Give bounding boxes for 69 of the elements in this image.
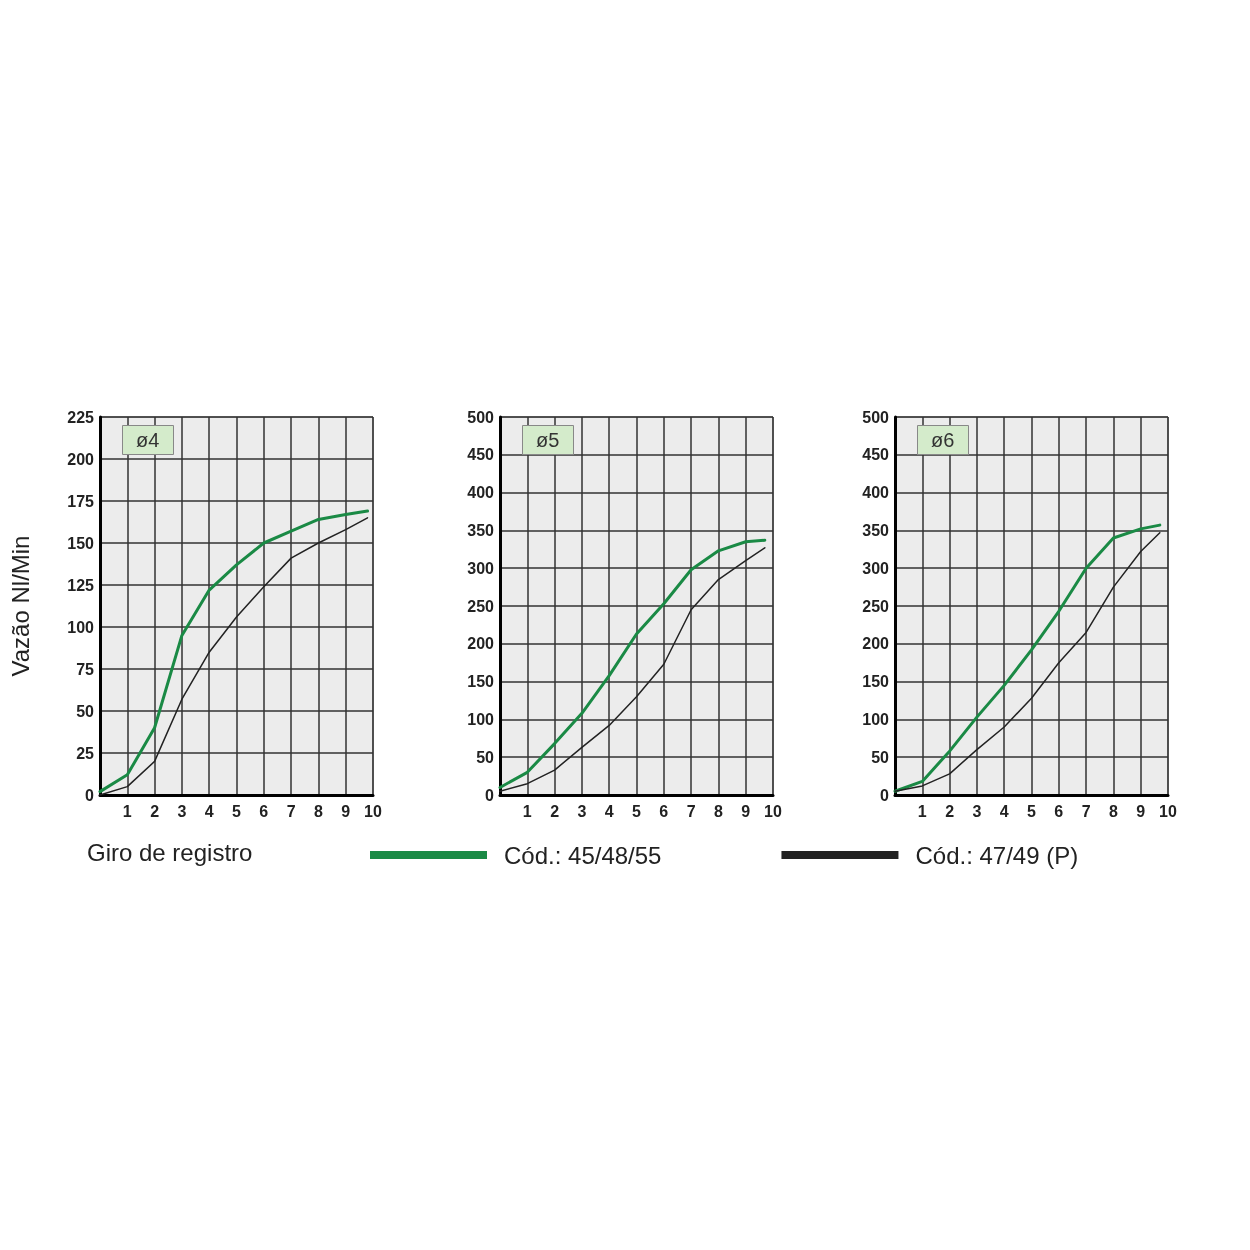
y-tick-label: 150	[67, 534, 95, 552]
y-tick-label: 450	[467, 446, 495, 464]
y-tick-label: 100	[862, 710, 890, 728]
y-tick-label: 50	[76, 702, 95, 720]
x-tick-label: 7	[686, 802, 696, 820]
x-tick-label: 7	[1081, 802, 1091, 820]
y-tick-label: 0	[85, 786, 95, 804]
x-tick-label: 5	[1027, 802, 1037, 820]
x-tick-label: 1	[122, 802, 132, 820]
x-tick-label: 7	[286, 802, 296, 820]
x-tick-label: 10	[364, 802, 382, 820]
x-tick-label: 1	[522, 802, 532, 820]
y-tick-label: 25	[76, 744, 95, 762]
y-tick-label: 250	[862, 597, 890, 615]
y-tick-label: 200	[862, 635, 890, 653]
x-tick-label: 8	[313, 802, 323, 820]
y-tick-label: 350	[862, 521, 890, 539]
y-tick-label: 50	[476, 748, 495, 766]
x-tick-label: 4	[999, 802, 1009, 820]
y-tick-label: 50	[871, 748, 890, 766]
legend-label: Cód.: 47/49 (P)	[915, 841, 1079, 869]
x-tick-label: 6	[259, 802, 269, 820]
y-tick-label: 0	[880, 786, 890, 804]
x-tick-label: 10	[764, 802, 782, 820]
x-tick-label: 6	[659, 802, 669, 820]
y-tick-label: 250	[467, 597, 495, 615]
y-tick-label: 125	[67, 576, 95, 594]
x-tick-label: 6	[1054, 802, 1064, 820]
y-tick-label: 500	[467, 408, 495, 426]
x-tick-label: 8	[713, 802, 723, 820]
x-tick-label: 3	[177, 802, 187, 820]
y-axis-title: Vazão Nl/Min	[6, 535, 34, 677]
x-tick-label: 3	[577, 802, 587, 820]
y-tick-label: 150	[862, 673, 890, 691]
x-tick-label: 2	[945, 802, 955, 820]
y-tick-label: 200	[67, 450, 95, 468]
y-tick-label: 175	[67, 492, 95, 510]
text: ø5	[536, 429, 560, 451]
x-tick-label: 9	[1136, 802, 1146, 820]
legend-label: Cód.: 45/48/55	[504, 841, 662, 869]
y-tick-label: 75	[76, 660, 95, 678]
x-tick-label: 5	[632, 802, 642, 820]
x-axis-title: Giro de registro	[87, 838, 253, 866]
y-tick-label: 450	[862, 446, 890, 464]
y-tick-label: 150	[467, 673, 495, 691]
y-tick-label: 500	[862, 408, 890, 426]
x-tick-label: 4	[604, 802, 614, 820]
y-tick-label: 400	[862, 484, 890, 502]
x-tick-label: 2	[550, 802, 560, 820]
x-tick-label: 1	[917, 802, 927, 820]
x-tick-label: 8	[1108, 802, 1118, 820]
y-tick-label: 225	[67, 408, 95, 426]
x-tick-label: 3	[972, 802, 982, 820]
y-tick-label: 300	[467, 559, 495, 577]
y-tick-label: 200	[467, 635, 495, 653]
x-tick-label: 9	[741, 802, 751, 820]
y-tick-label: 300	[862, 559, 890, 577]
x-tick-label: 4	[204, 802, 214, 820]
x-tick-label: 10	[1159, 802, 1177, 820]
text: ø4	[136, 429, 160, 451]
y-tick-label: 350	[467, 521, 495, 539]
x-tick-label: 9	[341, 802, 351, 820]
y-tick-label: 100	[67, 618, 95, 636]
y-tick-label: 400	[467, 484, 495, 502]
x-tick-label: 2	[150, 802, 160, 820]
y-tick-label: 0	[485, 786, 495, 804]
text: ø6	[931, 429, 955, 451]
y-tick-label: 100	[467, 710, 495, 728]
x-tick-label: 5	[232, 802, 242, 820]
